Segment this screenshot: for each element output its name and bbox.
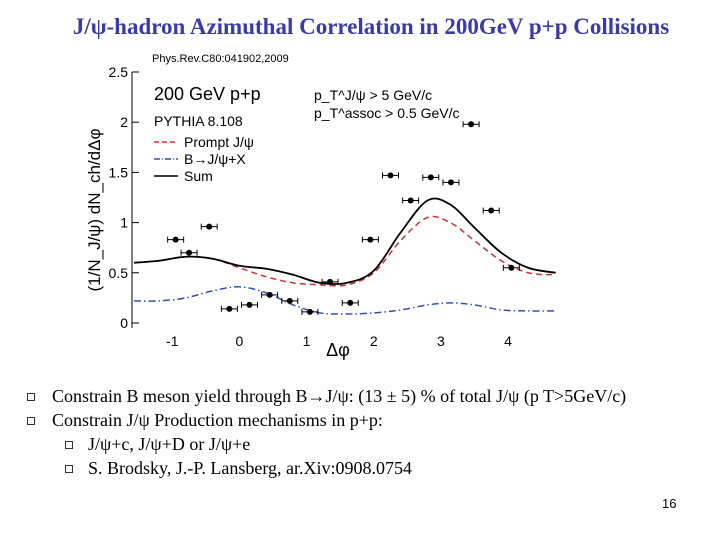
data-point bbox=[286, 297, 293, 304]
data-point bbox=[306, 308, 313, 315]
sub-bullet-item: S. Brodsky, J.-P. Lansberg, ar.Xiv:0908.… bbox=[65, 456, 692, 480]
data-point bbox=[407, 197, 414, 204]
page-number: 16 bbox=[662, 496, 677, 511]
data-point bbox=[508, 264, 515, 271]
data-point bbox=[387, 172, 394, 179]
y-tick-label: 1.5 bbox=[109, 164, 129, 180]
x-tick-label: 2 bbox=[370, 333, 378, 349]
series-line-bjx bbox=[134, 286, 556, 315]
x-tick-label: -1 bbox=[166, 333, 179, 349]
bullet-item: Constrain B meson yield through B→J/ψ: (… bbox=[27, 384, 692, 408]
bullet-list: Constrain B meson yield through B→J/ψ: (… bbox=[27, 384, 692, 480]
cut-assoc: p_T^assoc > 0.5 GeV/c bbox=[314, 105, 459, 121]
bullet-box-icon bbox=[27, 393, 35, 401]
legend-label-prompt: Prompt J/ψ bbox=[184, 134, 254, 150]
data-point bbox=[347, 299, 354, 306]
data-point bbox=[246, 301, 253, 308]
sub-bullet-text: S. Brodsky, J.-P. Lansberg, ar.Xiv:0908.… bbox=[88, 458, 412, 478]
y-axis-label: (1/N_J/ψ) dN_ch/dΔφ bbox=[85, 129, 104, 292]
axis-ticks: 0 0.5 1 1.5 2 2.5 -1 0 1 2 3 4 bbox=[109, 64, 513, 349]
pythia-label: PYTHIA 8.108 bbox=[154, 113, 243, 129]
data-point bbox=[468, 121, 475, 128]
data-point bbox=[447, 179, 454, 186]
legend-label-b: B→J/ψ+X bbox=[184, 151, 246, 167]
bullet-box-icon bbox=[65, 441, 73, 449]
data-point bbox=[266, 291, 273, 298]
model-curves bbox=[133, 197, 556, 315]
data-point bbox=[488, 207, 495, 214]
legend: Prompt J/ψ B→J/ψ+X Sum bbox=[154, 134, 254, 184]
correlation-chart: 0 0.5 1 1.5 2 2.5 -1 0 1 2 3 4 200 GeV p+p PYTHIA 8… bbox=[85, 64, 556, 360]
bullet-text: Constrain J/ψ Production mechanisms in p… bbox=[52, 410, 383, 430]
page-title: J/ψ-hadron Azimuthal Correlation in 200G… bbox=[72, 14, 670, 39]
sub-bullet-item: J/ψ+c, J/ψ+D or J/ψ+e bbox=[65, 432, 692, 456]
data-points bbox=[167, 121, 520, 315]
bullet-text: Constrain B meson yield through B→J/ψ: (… bbox=[52, 386, 627, 406]
series-line-sum bbox=[133, 197, 556, 285]
sub-bullet-text: J/ψ+c, J/ψ+D or J/ψ+e bbox=[88, 434, 251, 454]
citation: Phys.Rev.C80:041902,2009 bbox=[152, 53, 289, 65]
data-point bbox=[186, 249, 193, 256]
x-tick-label: 1 bbox=[303, 333, 311, 349]
legend-label-sum: Sum bbox=[184, 168, 213, 184]
y-tick-label: 0.5 bbox=[109, 265, 129, 281]
bullet-item: Constrain J/ψ Production mechanisms in p… bbox=[27, 408, 692, 432]
data-point bbox=[427, 174, 434, 181]
data-point bbox=[327, 278, 334, 285]
data-point bbox=[206, 223, 213, 230]
x-axis-label: Δφ bbox=[326, 340, 350, 360]
y-tick-label: 2.5 bbox=[109, 64, 129, 80]
chart-title: 200 GeV p+p bbox=[154, 84, 261, 104]
bullet-box-icon bbox=[27, 417, 35, 425]
x-tick-label: 3 bbox=[437, 333, 445, 349]
y-tick-label: 2 bbox=[120, 114, 128, 130]
x-tick-label: 0 bbox=[236, 333, 244, 349]
data-point bbox=[226, 305, 233, 312]
y-tick-label: 1 bbox=[120, 215, 128, 231]
y-tick-label: 0 bbox=[120, 315, 128, 331]
bullet-box-icon bbox=[65, 465, 73, 473]
data-point bbox=[172, 236, 179, 243]
data-point bbox=[367, 236, 374, 243]
x-tick-label: 4 bbox=[504, 333, 512, 349]
cut-trigger: p_T^J/ψ > 5 GeV/c bbox=[314, 87, 432, 103]
